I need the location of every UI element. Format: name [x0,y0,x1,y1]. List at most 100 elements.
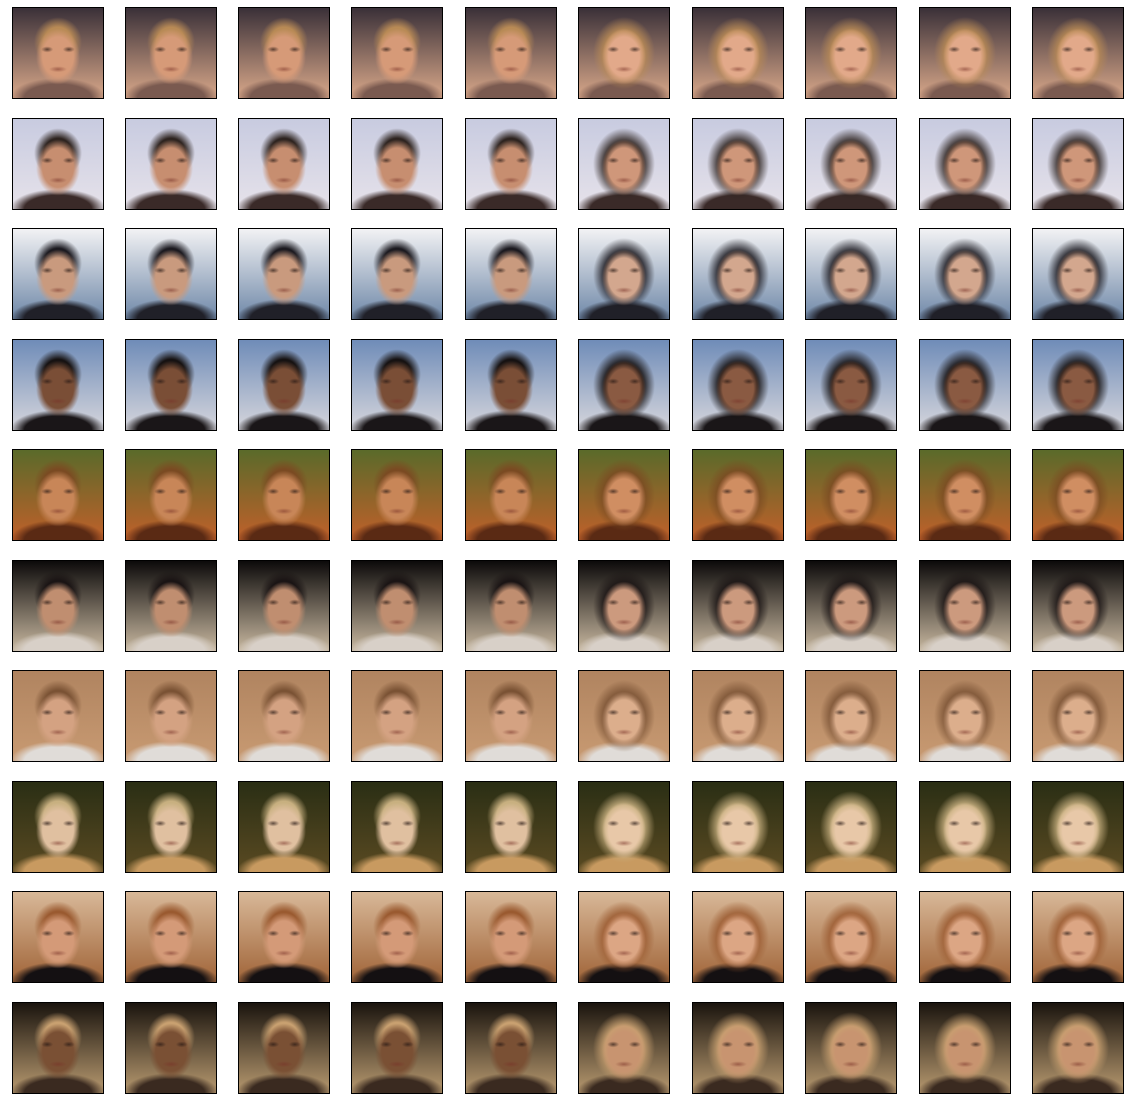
face-image [351,560,443,652]
face-image [238,670,330,762]
face-image [692,449,784,541]
face-image [125,781,217,873]
face-image [125,1002,217,1094]
face-image [692,560,784,652]
face-image [692,1002,784,1094]
face-image [12,449,104,541]
face-image [238,118,330,210]
face-image [805,781,897,873]
face-image [12,7,104,99]
face-image [919,339,1011,431]
face-image [12,891,104,983]
face-image [12,560,104,652]
face-image [692,118,784,210]
face-image [1032,228,1124,320]
face-image [1032,891,1124,983]
face-image [351,891,443,983]
face-image [1032,7,1124,99]
face-image [805,1002,897,1094]
face-image [351,228,443,320]
face-image [238,228,330,320]
face-image [465,1002,557,1094]
face-image [351,449,443,541]
face-image [578,891,670,983]
face-image [351,781,443,873]
face-image [238,560,330,652]
face-image [919,781,1011,873]
face-image [465,228,557,320]
face-image [465,560,557,652]
face-image [1032,560,1124,652]
face-image [12,1002,104,1094]
face-image [805,118,897,210]
face-image [125,228,217,320]
face-image [351,339,443,431]
face-image [351,7,443,99]
face-image [125,118,217,210]
face-image [465,670,557,762]
face-image [465,7,557,99]
face-image [125,891,217,983]
face-image [465,891,557,983]
face-image [692,781,784,873]
face-image [12,118,104,210]
face-image [578,228,670,320]
face-image [578,1002,670,1094]
face-image [919,560,1011,652]
face-image [1032,339,1124,431]
face-image [125,7,217,99]
face-image [919,891,1011,983]
face-image [12,670,104,762]
face-image [692,7,784,99]
face-image [351,670,443,762]
face-image [238,339,330,431]
face-image [692,339,784,431]
face-image [919,118,1011,210]
face-image [1032,781,1124,873]
face-image [125,339,217,431]
face-image [1032,118,1124,210]
face-image [12,781,104,873]
face-image [238,781,330,873]
face-image [351,1002,443,1094]
face-image [465,781,557,873]
face-image [578,560,670,652]
face-image [578,339,670,431]
face-image [578,670,670,762]
face-image [125,449,217,541]
face-image [465,449,557,541]
face-image [238,7,330,99]
face-image [238,1002,330,1094]
face-image [805,449,897,541]
face-image [805,228,897,320]
face-image [465,118,557,210]
face-image [692,670,784,762]
face-image [1032,670,1124,762]
face-image [1032,1002,1124,1094]
face-image [12,228,104,320]
face-image [805,670,897,762]
face-image [578,118,670,210]
face-image [805,560,897,652]
face-image [238,891,330,983]
face-image [578,449,670,541]
face-image [125,560,217,652]
face-image [692,228,784,320]
face-image [1032,449,1124,541]
face-image [805,7,897,99]
face-image [919,7,1011,99]
face-image [578,781,670,873]
face-image [578,7,670,99]
face-image [919,449,1011,541]
face-image [465,339,557,431]
face-image [12,339,104,431]
face-image [919,228,1011,320]
face-image [238,449,330,541]
face-image [805,891,897,983]
face-image [351,118,443,210]
face-image [692,891,784,983]
face-image [919,1002,1011,1094]
face-image [919,670,1011,762]
face-image [805,339,897,431]
